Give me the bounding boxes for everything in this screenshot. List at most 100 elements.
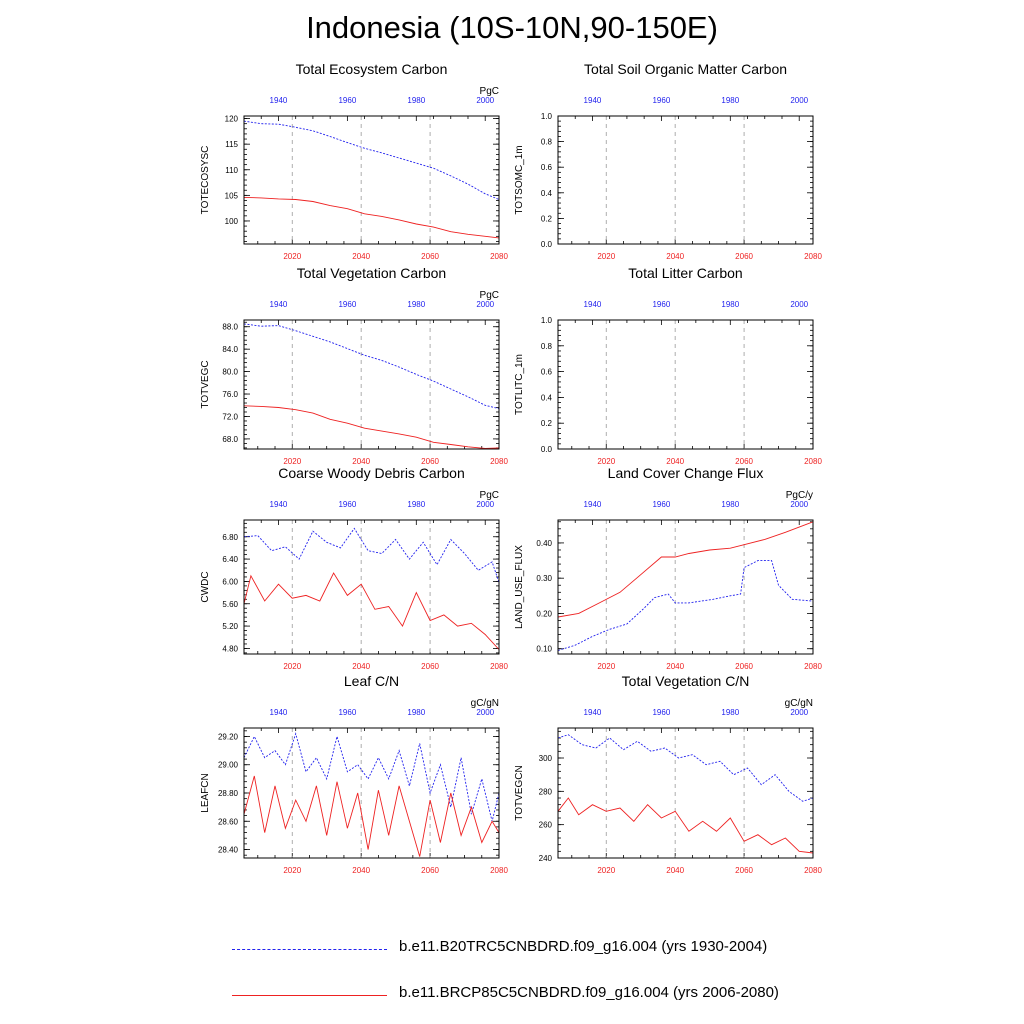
y-tick-label: 0.8 — [541, 138, 553, 147]
x-tick-label-top: 1980 — [721, 500, 739, 509]
y-axis-label: CWDC — [200, 571, 211, 602]
x-tick-label-top: 2000 — [476, 96, 494, 105]
y-tick-label: 88.0 — [222, 323, 238, 332]
x-tick-label-top: 1980 — [721, 96, 739, 105]
panel-title: Leaf C/N — [344, 673, 399, 689]
x-tick-label-bottom: 2020 — [597, 252, 615, 261]
y-tick-label: 4.80 — [222, 644, 238, 653]
legend-entry-control: b.e11.B20TRC5CNBDRD.f09_g16.004 (yrs 193… — [232, 938, 832, 962]
y-tick-label: 120 — [225, 115, 239, 124]
series-line-control — [243, 527, 500, 583]
x-tick-label-bottom: 2060 — [421, 457, 439, 466]
y-tick-label: 0.2 — [541, 419, 553, 428]
plot-frame — [557, 727, 814, 859]
series-line-scenario — [243, 196, 500, 239]
x-tick-label-bottom: 2080 — [490, 662, 508, 671]
x-tick-label-top: 1940 — [584, 300, 602, 309]
x-tick-label-bottom: 2040 — [352, 866, 370, 875]
series-line-scenario — [243, 405, 500, 449]
y-tick-label: 68.0 — [222, 435, 238, 444]
x-tick-label-top: 1940 — [584, 500, 602, 509]
panel-7: Leaf C/N gC/gN LEAFCN 2020 2040 2060 2080 1940 1… — [200, 673, 508, 875]
x-tick-label-bottom: 2020 — [597, 662, 615, 671]
x-tick-label-bottom: 2040 — [666, 252, 684, 261]
y-tick-label: 80.0 — [222, 368, 238, 377]
y-axis-label: LEAFCN — [200, 773, 211, 812]
panel-title: Coarse Woody Debris Carbon — [278, 465, 465, 481]
plot-frame — [243, 319, 500, 450]
y-tick-label: 1.0 — [541, 316, 553, 325]
series-line-control — [243, 732, 500, 822]
y-tick-label: 240 — [539, 854, 553, 863]
y-tick-label: 0.4 — [541, 393, 553, 402]
y-axis-label: LAND_USE_FLUX — [514, 545, 525, 629]
x-tick-label-top: 1960 — [338, 500, 356, 509]
x-tick-label-bottom: 2020 — [283, 457, 301, 466]
panel-title: Total Litter Carbon — [628, 265, 742, 281]
y-tick-label: 0.20 — [536, 609, 552, 618]
legend-label-control: b.e11.B20TRC5CNBDRD.f09_g16.004 (yrs 193… — [399, 938, 768, 955]
x-tick-label-bottom: 2060 — [421, 252, 439, 261]
y-tick-label: 0.2 — [541, 214, 553, 223]
x-tick-label-bottom: 2020 — [597, 457, 615, 466]
y-tick-label: 115 — [225, 140, 238, 149]
y-tick-label: 0.4 — [541, 189, 553, 198]
series-line-control — [243, 120, 500, 200]
x-tick-label-top: 1960 — [652, 300, 670, 309]
y-tick-label: 29.00 — [218, 761, 239, 770]
legend-label-scenario: b.e11.BRCP85C5CNBDRD.f09_g16.004 (yrs 20… — [399, 984, 779, 1001]
plot-frame — [557, 519, 814, 655]
x-tick-label-top: 2000 — [790, 500, 808, 509]
y-tick-label: 28.80 — [218, 789, 239, 798]
legend-swatch-dashed — [232, 949, 387, 950]
units-label: gC/gN — [785, 698, 813, 709]
x-tick-label-bottom: 2020 — [283, 662, 301, 671]
y-tick-label: 1.0 — [541, 112, 553, 121]
x-tick-label-top: 2000 — [790, 300, 808, 309]
x-tick-label-bottom: 2020 — [283, 252, 301, 261]
y-tick-label: 110 — [225, 166, 238, 175]
x-tick-label-top: 1960 — [338, 300, 356, 309]
x-tick-label-top: 1980 — [721, 708, 739, 717]
x-tick-label-top: 1960 — [338, 96, 356, 105]
x-tick-label-bottom: 2060 — [735, 866, 753, 875]
y-tick-label: 0.8 — [541, 342, 553, 351]
y-tick-label: 29.20 — [218, 732, 239, 741]
panel-6: Land Cover Change Flux PgC/y LAND_USE_FLUX… — [514, 465, 822, 671]
x-tick-label-top: 1940 — [584, 708, 602, 717]
plot-frame — [243, 727, 500, 859]
series-line-scenario — [557, 521, 814, 618]
x-tick-label-bottom: 2040 — [666, 457, 684, 466]
x-tick-label-top: 1940 — [270, 96, 288, 105]
series-line-control — [557, 560, 814, 651]
x-tick-label-bottom: 2040 — [666, 662, 684, 671]
x-tick-label-top: 2000 — [476, 300, 494, 309]
panel-title: Land Cover Change Flux — [608, 465, 764, 481]
panel-8: Total Vegetation C/N gC/gN TOTVEGCN 2020 204… — [514, 673, 822, 875]
y-tick-label: 5.20 — [222, 622, 238, 631]
y-axis-label: TOTECOSYSC — [200, 146, 211, 215]
x-tick-label-bottom: 2060 — [735, 252, 753, 261]
x-tick-label-top: 1940 — [270, 708, 288, 717]
y-axis-label: TOTVEGCN — [514, 765, 525, 820]
x-tick-label-top: 1980 — [407, 500, 425, 509]
x-tick-label-bottom: 2020 — [597, 866, 615, 875]
x-tick-label-top: 1960 — [652, 96, 670, 105]
plot-frame — [557, 115, 814, 245]
panel-title: Total Vegetation C/N — [622, 673, 750, 689]
units-label: gC/gN — [471, 698, 499, 709]
x-tick-label-top: 1960 — [652, 708, 670, 717]
legend-swatch-solid — [232, 995, 387, 996]
y-tick-label: 6.40 — [222, 555, 238, 564]
y-tick-label: 260 — [539, 821, 553, 830]
x-tick-label-top: 1940 — [270, 300, 288, 309]
units-label: PgC — [480, 490, 499, 501]
y-tick-label: 76.0 — [222, 390, 238, 399]
series-line-scenario — [557, 797, 814, 854]
x-tick-label-top: 1980 — [407, 300, 425, 309]
y-tick-label: 0.6 — [541, 368, 553, 377]
y-axis-label: TOTSOMC_1m — [514, 145, 525, 214]
y-tick-label: 280 — [539, 787, 553, 796]
panel-4: Total Litter Carbon TOTLITC_1m 2020 2040 206… — [514, 265, 822, 466]
